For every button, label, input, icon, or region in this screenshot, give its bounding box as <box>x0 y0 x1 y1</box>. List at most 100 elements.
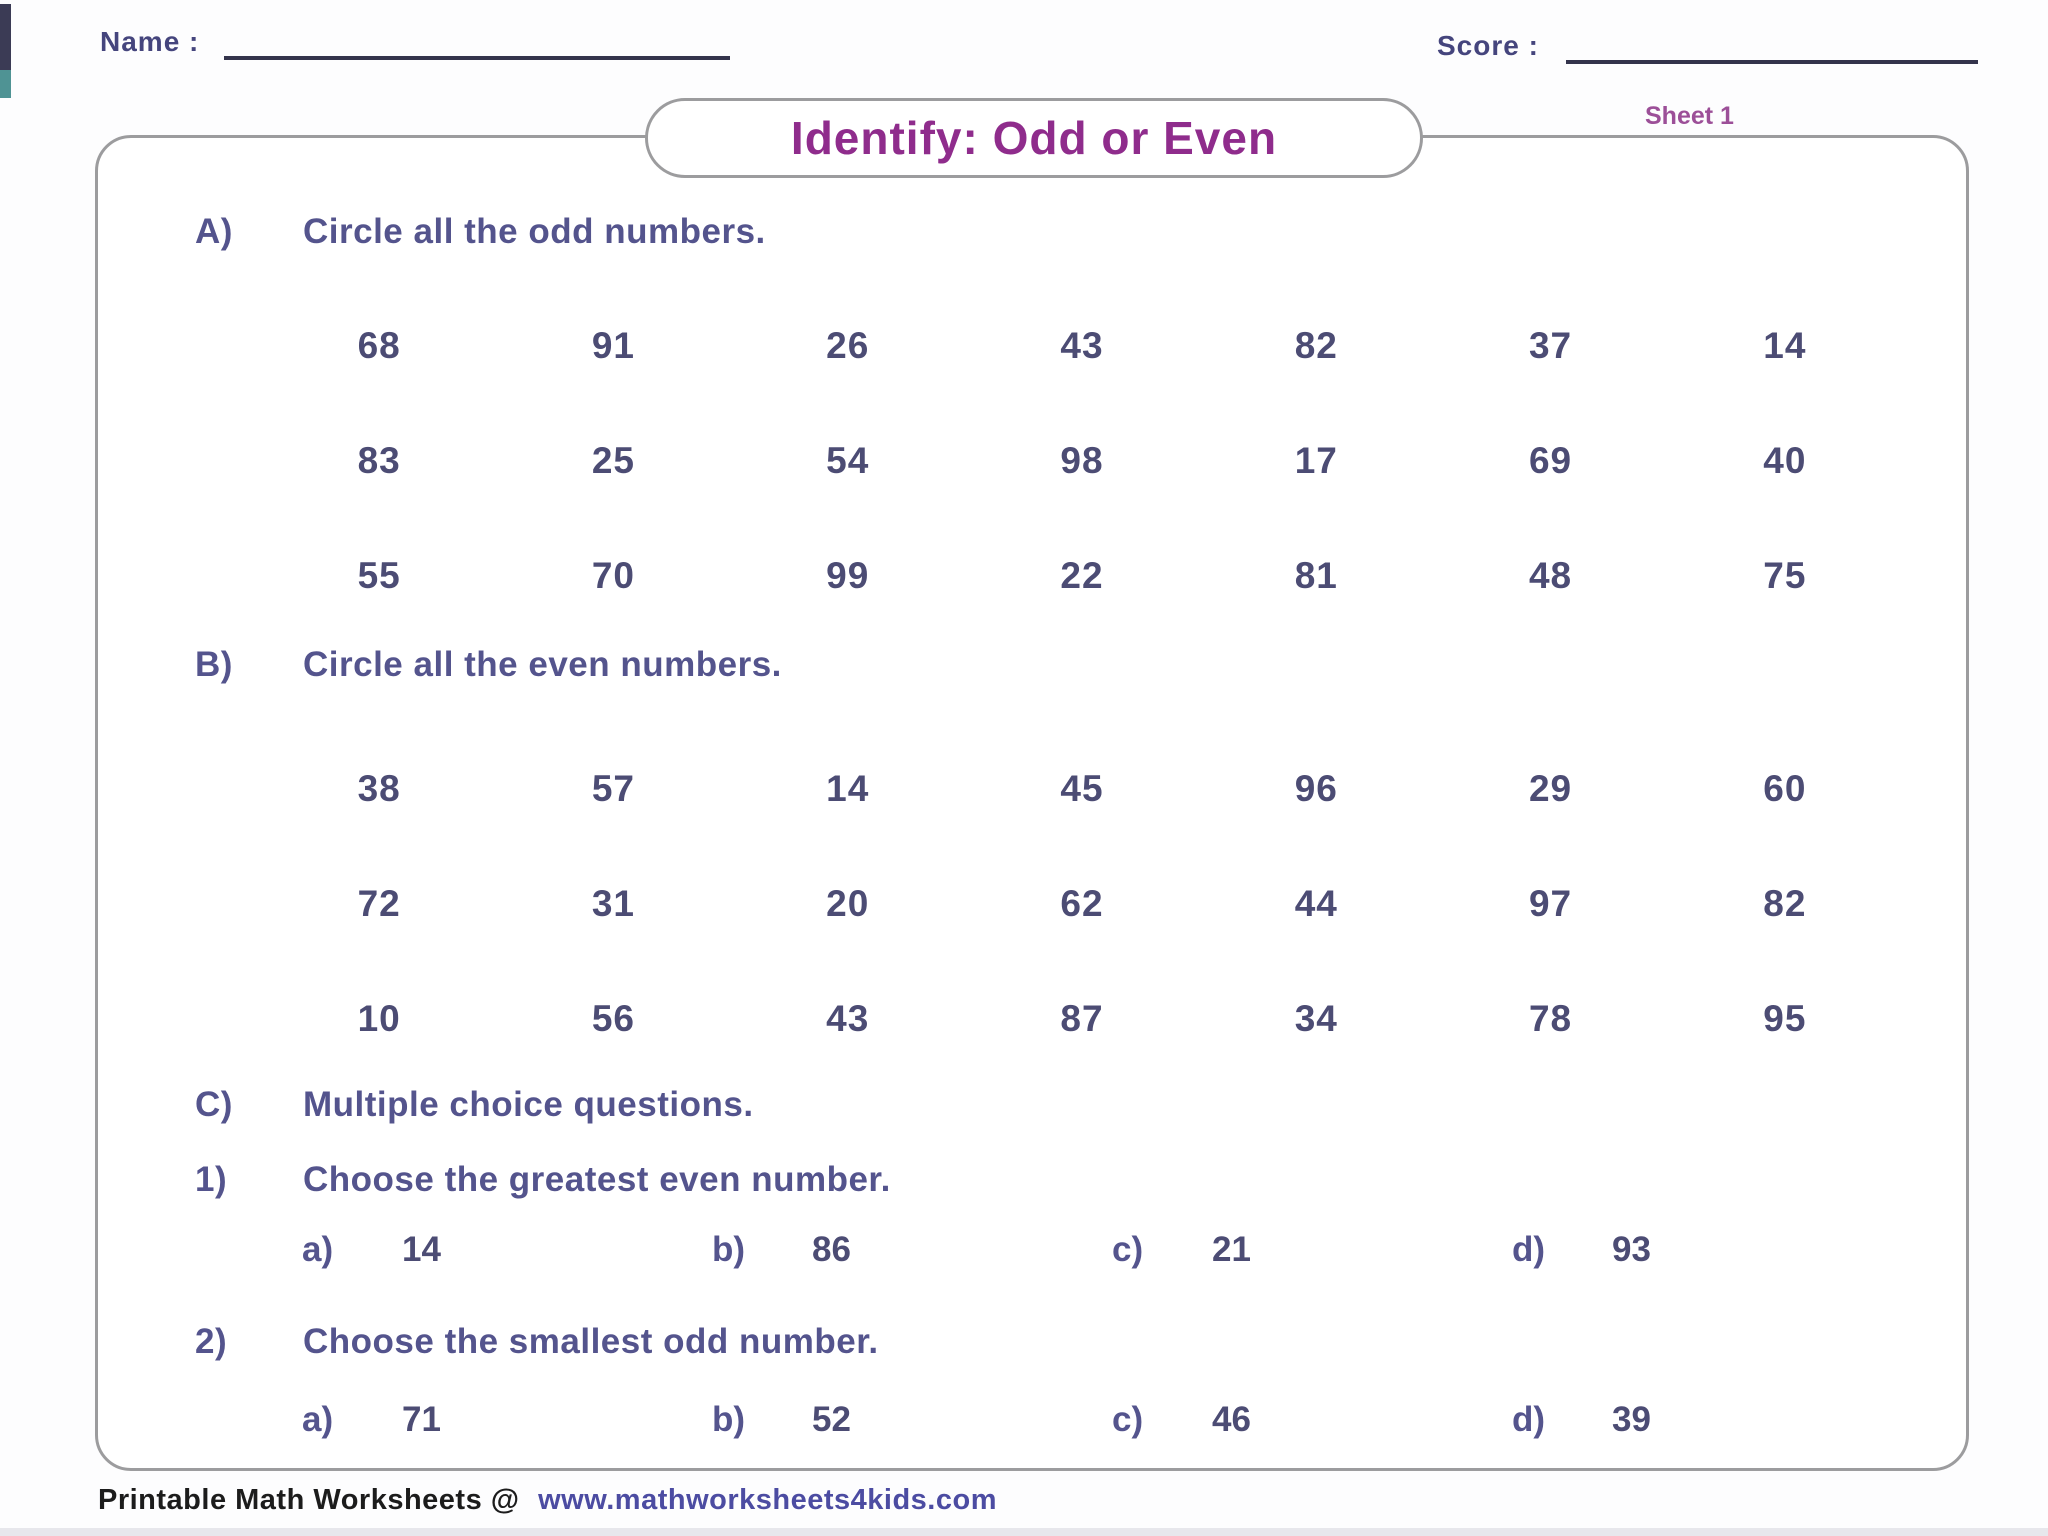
section-b-instruction: Circle all the even numbers. <box>303 645 782 684</box>
number-cell[interactable]: 99 <box>826 554 870 596</box>
number-cell[interactable]: 96 <box>1294 767 1338 809</box>
section-b-header: B) Circle all the even numbers. <box>195 645 782 685</box>
option-value: 39 <box>1612 1400 1651 1439</box>
question-2-number: 2) <box>195 1322 228 1361</box>
number-cell[interactable]: 81 <box>1294 554 1338 596</box>
number-cell[interactable]: 17 <box>1294 439 1338 481</box>
number-cell[interactable]: 34 <box>1294 997 1338 1039</box>
option-letter: c) <box>1112 1400 1144 1439</box>
number-cell[interactable]: 44 <box>1294 882 1338 924</box>
number-cell[interactable]: 70 <box>591 554 635 596</box>
footer-credit-text: Printable Math Worksheets @ <box>98 1484 520 1516</box>
number-cell[interactable]: 43 <box>826 997 870 1039</box>
number-cell[interactable]: 26 <box>826 324 870 366</box>
question-2-options: a) 71 b) 52 c) 46 d) 39 <box>0 1400 2048 1460</box>
number-cell[interactable]: 98 <box>1060 439 1104 481</box>
option-value: 86 <box>812 1230 851 1269</box>
section-a-letter: A) <box>195 212 233 251</box>
section-a-instruction: Circle all the odd numbers. <box>303 212 766 251</box>
number-row: 83 25 54 98 17 69 40 <box>262 403 1902 518</box>
option-letter: b) <box>712 1230 746 1269</box>
number-cell[interactable]: 29 <box>1528 767 1573 809</box>
number-cell[interactable]: 72 <box>357 882 401 924</box>
number-cell[interactable]: 14 <box>1763 324 1807 366</box>
option-letter: b) <box>712 1400 746 1439</box>
question-2-header: 2) Choose the smallest odd number. <box>195 1322 879 1362</box>
option-letter: c) <box>1112 1230 1144 1269</box>
option-value: 93 <box>1612 1230 1651 1269</box>
option-letter: d) <box>1512 1230 1546 1269</box>
number-cell[interactable]: 54 <box>826 439 870 481</box>
number-cell[interactable]: 14 <box>826 767 870 809</box>
number-cell[interactable]: 20 <box>826 882 870 924</box>
footer-credit: Printable Math Worksheets @ www.mathwork… <box>98 1484 997 1517</box>
number-cell[interactable]: 40 <box>1763 439 1807 481</box>
score-input-line[interactable] <box>1566 60 1978 64</box>
number-cell[interactable]: 37 <box>1528 324 1573 366</box>
number-cell[interactable]: 69 <box>1528 439 1573 481</box>
number-cell[interactable]: 45 <box>1060 767 1104 809</box>
section-c-instruction: Multiple choice questions. <box>303 1085 754 1124</box>
section-b-number-grid: 38 57 14 45 96 29 60 72 31 20 62 44 97 82 10 56 43 87 34 78… <box>262 731 1902 1076</box>
number-cell[interactable]: 10 <box>357 997 401 1039</box>
worksheet-title: Identify: Odd or Even <box>790 112 1278 164</box>
section-c-letter: C) <box>195 1085 233 1124</box>
question-1-number: 1) <box>195 1160 228 1199</box>
left-edge-bar-dark <box>0 4 11 70</box>
option-value: 71 <box>402 1400 441 1439</box>
number-row: 38 57 14 45 96 29 60 <box>262 731 1902 846</box>
option-letter: a) <box>302 1400 334 1439</box>
footer-website-link[interactable]: www.mathworksheets4kids.com <box>538 1484 997 1516</box>
name-label: Name : <box>100 26 200 57</box>
section-a-number-grid: 68 91 26 43 82 37 14 83 25 54 98 17 69 40 55 70 99 22 81 48… <box>262 288 1902 633</box>
number-cell[interactable]: 22 <box>1060 554 1104 596</box>
choice-option[interactable]: d) 93 <box>1512 1230 1651 1270</box>
number-cell[interactable]: 62 <box>1060 882 1104 924</box>
choice-option[interactable]: a) 71 <box>302 1400 441 1440</box>
number-cell[interactable]: 68 <box>357 324 401 366</box>
question-1-options: a) 14 b) 86 c) 21 d) 93 <box>0 1230 2048 1290</box>
number-cell[interactable]: 82 <box>1763 882 1807 924</box>
option-value: 46 <box>1212 1400 1251 1439</box>
bottom-edge-strip <box>0 1528 2048 1536</box>
choice-option[interactable]: b) 52 <box>712 1400 851 1440</box>
number-cell[interactable]: 75 <box>1763 554 1807 596</box>
worksheet-body-box <box>95 135 1969 1471</box>
left-edge-bar-teal <box>0 70 11 98</box>
number-cell[interactable]: 60 <box>1763 767 1807 809</box>
number-cell[interactable]: 87 <box>1060 997 1104 1039</box>
option-value: 21 <box>1212 1230 1251 1269</box>
score-label: Score : <box>1437 30 1539 61</box>
option-value: 14 <box>402 1230 441 1269</box>
number-cell[interactable]: 56 <box>591 997 635 1039</box>
choice-option[interactable]: a) 14 <box>302 1230 441 1270</box>
option-letter: a) <box>302 1230 334 1269</box>
number-row: 55 70 99 22 81 48 75 <box>262 518 1902 633</box>
number-cell[interactable]: 97 <box>1528 882 1573 924</box>
option-letter: d) <box>1512 1400 1546 1439</box>
choice-option[interactable]: d) 39 <box>1512 1400 1651 1440</box>
section-b-letter: B) <box>195 645 233 684</box>
number-cell[interactable]: 31 <box>591 882 635 924</box>
number-cell[interactable]: 82 <box>1294 324 1338 366</box>
number-cell[interactable]: 78 <box>1528 997 1573 1039</box>
number-cell[interactable]: 55 <box>357 554 401 596</box>
choice-option[interactable]: b) 86 <box>712 1230 851 1270</box>
number-cell[interactable]: 91 <box>591 324 635 366</box>
number-cell[interactable]: 95 <box>1763 997 1807 1039</box>
number-row: 68 91 26 43 82 37 14 <box>262 288 1902 403</box>
choice-option[interactable]: c) 21 <box>1112 1230 1251 1270</box>
number-row: 10 56 43 87 34 78 95 <box>262 961 1902 1076</box>
number-cell[interactable]: 43 <box>1060 324 1104 366</box>
name-input-line[interactable] <box>224 56 730 60</box>
number-cell[interactable]: 57 <box>591 767 635 809</box>
question-1-header: 1) Choose the greatest even number. <box>195 1160 891 1200</box>
number-cell[interactable]: 25 <box>591 439 635 481</box>
number-cell[interactable]: 83 <box>357 439 401 481</box>
number-cell[interactable]: 38 <box>357 767 401 809</box>
number-cell[interactable]: 48 <box>1528 554 1573 596</box>
question-2-text: Choose the smallest odd number. <box>303 1322 879 1361</box>
choice-option[interactable]: c) 46 <box>1112 1400 1251 1440</box>
